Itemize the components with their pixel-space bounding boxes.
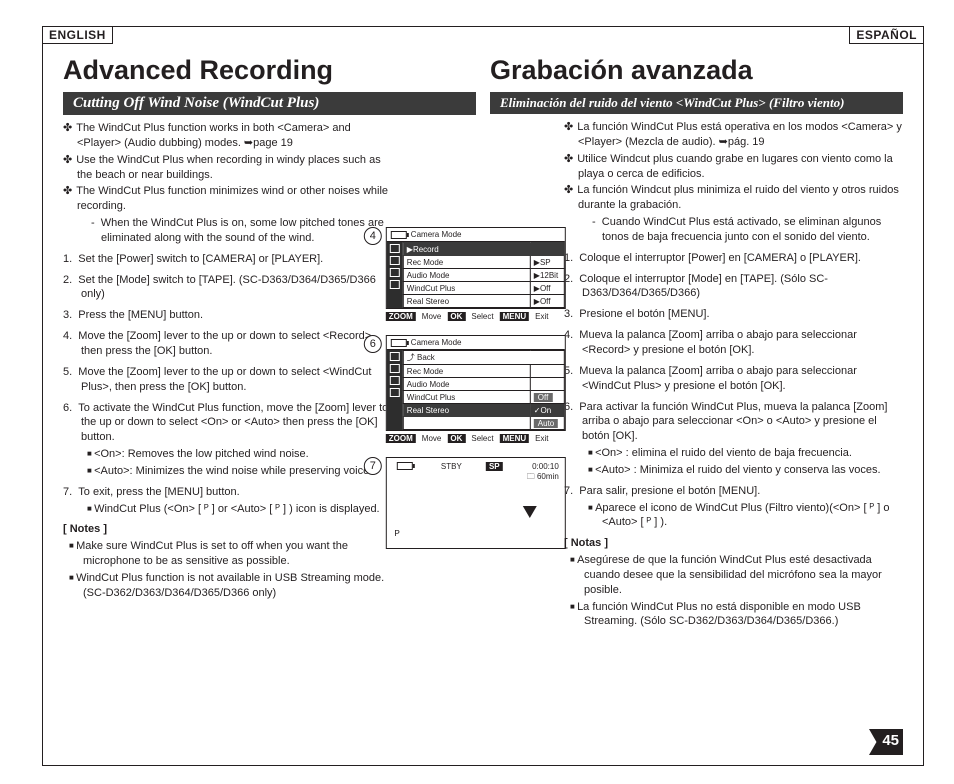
step-es-6: Para activar la función WindCut Plus, mu… — [579, 401, 887, 443]
battery-icon — [391, 339, 407, 347]
step-es-1: Coloque el interruptor [Power] en [CAMER… — [579, 252, 861, 264]
lcd-title-6: Camera Mode — [411, 338, 462, 347]
windcut-icon: ᴾ — [395, 528, 400, 542]
ftr-exit: Exit — [535, 312, 548, 321]
lcd6-r0l: Rec Mode — [403, 365, 530, 378]
ftr-move: Move — [422, 312, 442, 321]
fig7-stby: STBY — [441, 462, 462, 471]
tag-menu: MENU — [500, 312, 530, 321]
intro-dash-en: When the WindCut Plus is on, some low pi… — [101, 217, 384, 244]
step-en-5: Move the [Zoom] lever to the up or down … — [78, 366, 371, 393]
lcd6-r2v: Off — [534, 393, 553, 402]
ftr-select: Select — [471, 312, 493, 321]
step-en-6a: <On>: Removes the low pitched wind noise… — [81, 447, 394, 462]
lcd6-r1v — [530, 378, 564, 391]
lcd4-r0v: ▶SP — [530, 256, 564, 269]
step-en-6: To activate the WindCut Plus function, m… — [78, 402, 388, 444]
note-en-1: WindCut Plus function is not available i… — [63, 571, 394, 601]
intro-en-1: Use the WindCut Plus when recording in w… — [76, 154, 380, 181]
intro-en-2: The WindCut Plus function minimizes wind… — [76, 185, 388, 212]
step-en-4: Move the [Zoom] lever to the up or down … — [78, 330, 374, 357]
lcd6-r4l — [403, 417, 530, 430]
step-es-6b: <Auto> : Minimiza el ruido del viento y … — [582, 463, 903, 478]
notes-heading-en: [ Notes ] — [63, 522, 394, 537]
intro-en-0: The WindCut Plus function works in both … — [76, 122, 351, 149]
step-en-2: Set the [Mode] switch to [TAPE]. (SC-D36… — [78, 274, 376, 301]
lcd6-r2l: WindCut Plus — [403, 391, 530, 404]
fig7-time: 0:00:10 — [532, 462, 559, 471]
lcd-table-4: ▶Record Rec Mode▶SP Audio Mode▶12Bit Win… — [403, 242, 565, 308]
note-es-1: La función WindCut Plus no está disponib… — [564, 600, 903, 630]
title-es: Grabación avanzada — [490, 55, 903, 86]
note-en-0: Make sure WindCut Plus is set to off whe… — [63, 539, 394, 569]
subtitle-en: Cutting Off Wind Noise (WindCut Plus) — [63, 92, 476, 115]
intro-es-1: Utilice Windcut plus cuando grabe en lug… — [577, 153, 893, 180]
figure-7: 7 STBY SP 0:00:10 🗀 60min ᴾ — [386, 457, 566, 549]
tag-ok: OK — [447, 312, 465, 321]
lcd6-r0v — [530, 365, 564, 378]
page-number: 45 — [869, 729, 903, 755]
lcd4-r0l: Rec Mode — [403, 256, 530, 269]
intro-es-2: La función Windcut plus minimiza el ruid… — [577, 184, 899, 211]
lcd6-r4v: Auto — [534, 419, 558, 428]
lcd-title-4: Camera Mode — [411, 230, 462, 239]
step-en-1: Set the [Power] switch to [CAMERA] or [P… — [78, 253, 323, 265]
steps-es: 1. Coloque el interruptor [Power] en [CA… — [564, 251, 903, 531]
lcd4-r2l: WindCut Plus — [403, 282, 530, 295]
lcd6-r1l: Audio Mode — [403, 378, 530, 391]
note-es-0: Asegúrese de que la función WindCut Plus… — [564, 553, 903, 598]
battery-icon — [397, 462, 413, 470]
step-es-4: Mueva la palanca [Zoom] arriba o abajo p… — [579, 329, 857, 356]
intro-es-0: La función WindCut Plus está operativa e… — [577, 121, 902, 148]
title-en: Advanced Recording — [63, 55, 476, 86]
fig7-remain: 60min — [537, 472, 559, 481]
step-es-5: Mueva la palanca [Zoom] arriba o abajo p… — [579, 365, 857, 392]
figure-4: 4 Camera Mode ▶Record Rec Mode▶SP Audio — [386, 227, 566, 321]
intro-list-en: ✤The WindCut Plus function works in both… — [63, 121, 394, 246]
lcd6-r3v: ✓On — [530, 404, 564, 417]
lcd-sidebar-icons — [387, 350, 403, 430]
tag-menu: MENU — [500, 434, 530, 443]
battery-icon — [391, 231, 407, 239]
step-en-3: Press the [MENU] button. — [78, 309, 203, 321]
notes-es: Asegúrese de que la función WindCut Plus… — [564, 553, 903, 629]
figure-number-6: 6 — [364, 335, 382, 353]
tag-zoom: ZOOM — [386, 434, 416, 443]
lcd-footer-6: ZOOMMove OKSelect MENUExit — [386, 434, 566, 443]
step-es-2: Coloque el interruptor [Mode] en [TAPE].… — [579, 273, 828, 300]
tag-ok: OK — [447, 434, 465, 443]
figure-6: 6 Camera Mode ⤴ Back Rec Mode Audio Mode — [386, 335, 566, 443]
subtitle-es: Eliminación del ruido del viento <WindCu… — [490, 92, 903, 114]
center-figures: 4 Camera Mode ▶Record Rec Mode▶SP Audio — [386, 227, 566, 563]
notes-heading-es: [ Notas ] — [564, 536, 903, 551]
step-es-6a: <On> : elimina el ruido del viento de ba… — [582, 446, 903, 461]
lcd4-r1l: Audio Mode — [403, 269, 530, 282]
lcd-sub-6: ⤴ Back — [403, 351, 564, 365]
lcd4-r3v: ▶Off — [530, 295, 564, 308]
lcd-footer-4: ZOOM Move OK Select MENU Exit — [386, 312, 566, 321]
lcd4-r1v: ▶12Bit — [530, 269, 564, 282]
figure-number-4: 4 — [364, 227, 382, 245]
intro-list-es: ✤La función WindCut Plus está operativa … — [564, 120, 903, 245]
lcd4-r2v: ▶Off — [530, 282, 564, 295]
steps-en: 1. Set the [Power] switch to [CAMERA] or… — [63, 252, 394, 517]
arrow-down-icon — [523, 506, 537, 518]
fig7-sp: SP — [486, 462, 503, 471]
lcd-sub-4: ▶Record — [403, 243, 564, 256]
step-en-7: To exit, press the [MENU] button. — [78, 486, 239, 498]
step-en-6b: <Auto>: Minimizes the wind noise while p… — [81, 464, 394, 479]
lcd-sidebar-icons — [387, 242, 403, 308]
lcd6-r3l: Real Stereo — [403, 404, 530, 417]
figure-number-7: 7 — [364, 457, 382, 475]
tag-zoom: ZOOM — [386, 312, 416, 321]
lcd-table-6: ⤴ Back Rec Mode Audio Mode WindCut Plus O… — [403, 350, 565, 430]
step-es-7: Para salir, presione el botón [MENU]. — [579, 485, 760, 497]
step-en-7a: WindCut Plus (<On> [ ᴾ ] or <Auto> [ ᴾ ]… — [81, 502, 394, 517]
notes-en: Make sure WindCut Plus is set to off whe… — [63, 539, 394, 600]
step-es-7a: Aparece el icono de WindCut Plus (Filtro… — [582, 501, 903, 531]
step-es-3: Presione el botón [MENU]. — [579, 308, 709, 320]
lcd4-r3l: Real Stereo — [403, 295, 530, 308]
intro-dash-es: Cuando WindCut Plus está activado, se el… — [602, 216, 881, 243]
